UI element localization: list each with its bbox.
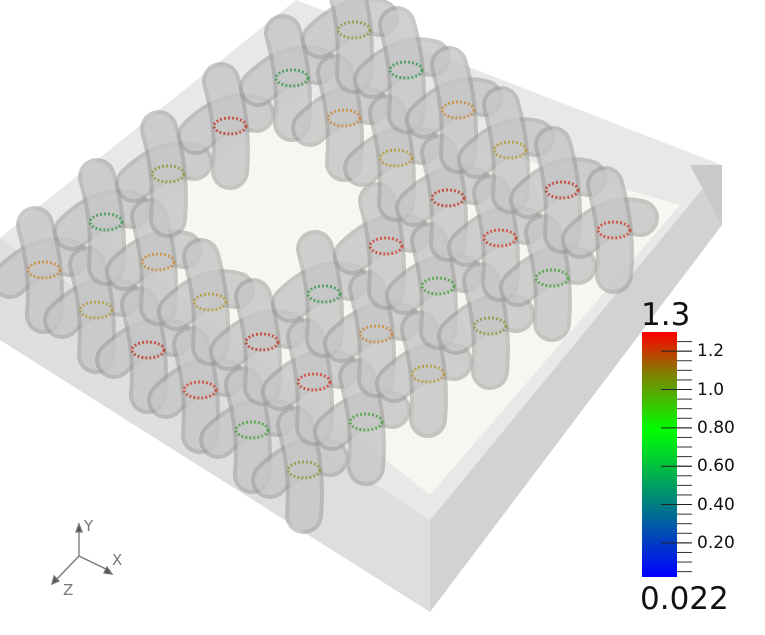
- tube-highlight: [333, 0, 370, 90]
- colorbar-tick-label: 0.80: [697, 417, 735, 438]
- streamline-bundle: [482, 228, 518, 248]
- tube-highlight: [382, 10, 422, 130]
- streamline-bundle: [472, 316, 508, 336]
- streamline-bundle: [296, 372, 332, 392]
- axis-y-label: Y: [83, 517, 94, 535]
- streamline-bundle: [306, 284, 342, 304]
- tube-highlight: [268, 18, 308, 138]
- streamline-bundle: [192, 292, 228, 312]
- streamline-bundle: [140, 252, 176, 272]
- streamline-bundle: [286, 460, 322, 480]
- tube-highlight: [206, 66, 246, 186]
- colorbar-tick-label: 1.2: [697, 341, 725, 362]
- colorbar-tick-label: 0.60: [697, 456, 735, 477]
- tube-highlight: [186, 242, 226, 362]
- streamline-bundle: [26, 260, 62, 280]
- tube-highlight: [82, 162, 122, 282]
- tube-highlight: [538, 130, 578, 250]
- tube-highlight: [20, 210, 60, 330]
- streamline-bundle: [420, 276, 456, 296]
- streamline-bundle: [234, 420, 270, 440]
- axis-z-label: Z: [63, 581, 73, 599]
- streamline-bundle: [492, 140, 528, 160]
- streamline-bundle: [182, 380, 218, 400]
- color-bar: [642, 332, 692, 577]
- streamline-bundle: [388, 60, 424, 80]
- tube-highlight: [144, 114, 184, 234]
- tube-highlight: [300, 234, 340, 354]
- axis-x-label: X: [112, 551, 122, 569]
- tube-highlight: [486, 90, 526, 210]
- streamline-bundle: [212, 116, 248, 136]
- streamline-bundle: [368, 236, 404, 256]
- streamline-bundle: [358, 324, 394, 344]
- streamline-bundle: [534, 268, 570, 288]
- streamline-bundle: [378, 148, 414, 168]
- colorbar-tick-label: 0.20: [697, 532, 735, 553]
- colorbar-max-label: 1.3: [641, 297, 691, 333]
- colorbar-min-label: 0.022: [640, 581, 729, 617]
- streamline-bundle: [596, 220, 632, 240]
- tube-network: [0, 0, 659, 534]
- streamline-bundle: [130, 340, 166, 360]
- streamline-bundle: [410, 364, 446, 384]
- streamline-bundle: [430, 188, 466, 208]
- axes-triad: [51, 522, 114, 586]
- streamline-bundle: [88, 212, 124, 232]
- tube-highlight: [434, 50, 474, 170]
- tube-highlight: [238, 282, 278, 402]
- tube-highlight: [590, 170, 630, 290]
- streamline-bundle: [274, 68, 310, 88]
- colorbar-tick-label: 1.0: [697, 379, 725, 400]
- streamline-bundle: [336, 20, 372, 40]
- streamline-bundle: [544, 180, 580, 200]
- streamline-bundle: [326, 108, 362, 128]
- streamline-bundle: [440, 100, 476, 120]
- streamline-bundle: [244, 332, 280, 352]
- streamline-bundle: [78, 300, 114, 320]
- colorbar-tick-label: 0.40: [697, 494, 735, 515]
- streamline-bundle: [150, 164, 186, 184]
- streamline-bundle: [348, 412, 384, 432]
